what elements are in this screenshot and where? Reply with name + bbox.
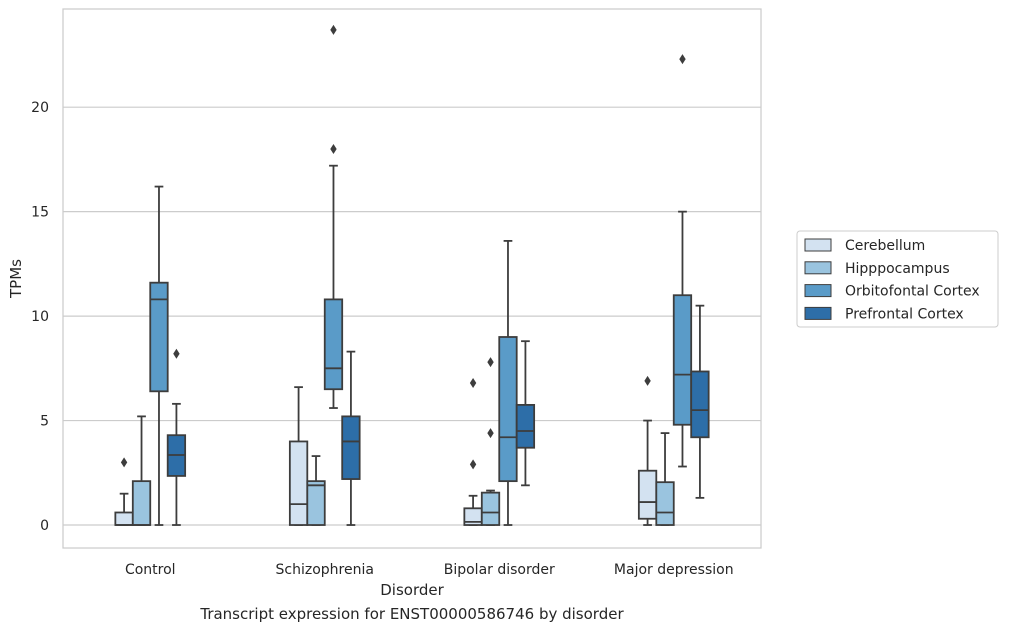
plot-area [62,8,762,549]
box-group [341,350,361,526]
box-group [690,304,710,499]
box [323,298,344,391]
box-group [149,185,169,526]
outlier-point [487,357,494,368]
legend-entry: Orbitofontal Cortex [845,284,980,300]
y-axis-ticks: 0 5 10 15 20 [31,100,49,534]
y-tick-label: 20 [31,100,49,116]
box [690,370,710,439]
legend-entry: Hipppocampus [845,261,950,277]
outlier-point [330,143,337,154]
box [131,480,152,526]
y-axis-label: TPMs [7,259,25,299]
legend: Cerebellum Hipppocampus Orbitofontal Corte… [796,230,999,328]
legend-entry: Prefrontal Cortex [845,306,964,322]
x-axis-label: Disorder [380,581,444,599]
box [498,336,518,483]
outlier-point [173,348,180,359]
boxes [114,24,710,526]
box [288,440,309,526]
box-group [306,455,326,526]
box-group [498,239,518,526]
x-axis-ticks: Control Schizophrenia Bipolar disorder Majo… [125,562,734,578]
y-tick-label: 0 [40,518,49,534]
x-tick-label: Major depression [614,562,734,578]
y-tick-label: 15 [31,205,49,221]
box [114,511,134,526]
legend-box [796,230,999,328]
box-group [480,357,501,526]
box [637,469,658,520]
box [306,480,326,526]
box-group [463,377,483,526]
box-group [323,24,344,409]
box [149,281,169,393]
legend-swatch [804,261,832,275]
x-tick-label: Bipolar disorder [444,562,555,578]
box-group [288,386,309,526]
outlier-point [469,377,477,388]
figure-caption: Transcript expression for ENST0000058674… [200,605,624,623]
y-tick-label: 10 [31,309,49,325]
outlier-point [120,457,128,468]
x-tick-label: Control [125,562,176,578]
box [341,415,361,480]
box [672,294,693,426]
box [515,403,536,449]
box-group [672,54,693,468]
outlier-point [330,24,337,35]
outlier-point [469,459,477,470]
box-group [655,432,675,526]
legend-swatch [804,284,832,298]
legend-entry: Cerebellum [845,238,925,254]
box [480,491,501,526]
box-group [114,457,134,526]
outlier-point [679,54,686,65]
legend-swatch [804,238,832,252]
outlier-point [644,375,651,386]
x-tick-label: Schizophrenia [276,562,374,578]
box-group [637,375,658,526]
outlier-point [487,428,494,439]
box-group [515,340,536,487]
box-group [166,348,187,526]
box-group [131,415,152,526]
y-tick-label: 5 [40,414,49,430]
box [655,481,675,526]
legend-swatch [804,306,832,320]
